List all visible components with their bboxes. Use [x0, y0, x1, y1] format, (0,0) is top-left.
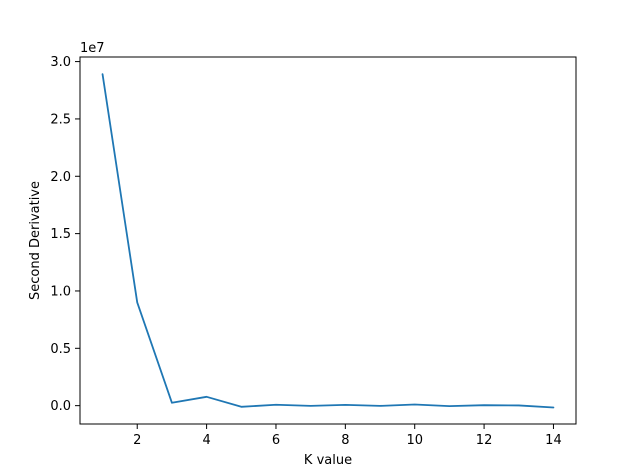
x-tick-label: 4 [202, 433, 210, 448]
plot-area [80, 57, 576, 424]
y-tick-label: 1.5 [50, 227, 71, 242]
y-tick-label: 0.0 [50, 399, 71, 414]
x-tick-label: 2 [133, 433, 141, 448]
plot-border [79, 56, 577, 425]
x-tick-label: 14 [545, 433, 562, 448]
y-axis-offset-label: 1e7 [80, 41, 105, 56]
x-tick-label: 10 [406, 433, 423, 448]
y-tick-label: 2.0 [50, 170, 71, 185]
x-axis-label: K value [304, 453, 352, 468]
y-tick-label: 0.5 [50, 342, 71, 357]
y-axis-label: Second Derivative [28, 181, 43, 300]
series-line [101, 73, 555, 409]
series-layer [101, 73, 555, 409]
y-tick-label: 3.0 [50, 55, 71, 70]
y-axis-ticks: 0.0 0.5 1.0 1.5 2.0 2.5 3.0 [50, 55, 80, 414]
x-tick-label: 12 [476, 433, 493, 448]
y-tick-label: 1.0 [50, 284, 71, 299]
x-tick-label: 6 [272, 433, 280, 448]
x-tick-label: 8 [341, 433, 349, 448]
y-tick-label: 2.5 [50, 112, 71, 127]
x-axis-ticks: 2 4 6 8 10 12 14 [133, 424, 562, 448]
